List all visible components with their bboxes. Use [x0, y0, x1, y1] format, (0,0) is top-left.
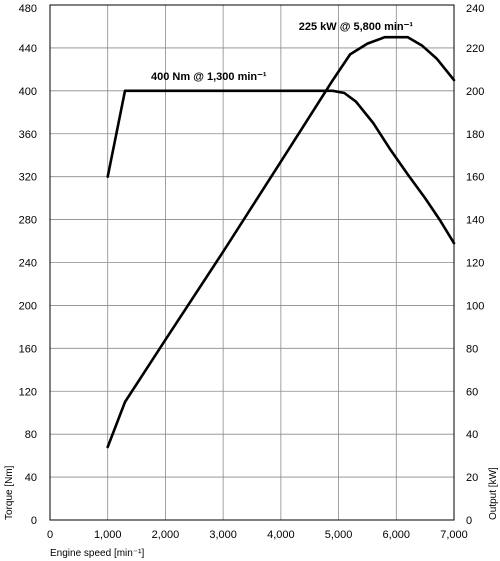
y-right-tick-label: 120 — [466, 258, 484, 270]
tick-labels: 0 1,000 2,000 3,000 4,000 5,000 6,000 7,000 0 40 8… — [19, 3, 485, 541]
y-left-tick-label: 320 — [19, 172, 37, 184]
y-right-tick-label: 60 — [466, 386, 478, 398]
y-left-axis-title: Torque [Nm] — [4, 465, 15, 520]
torque-peak-annotation: 400 Nm @ 1,300 min⁻¹ — [151, 71, 267, 83]
x-tick-label: 1,000 — [94, 529, 122, 541]
y-left-tick-label: 200 — [19, 300, 37, 312]
output-peak-annotation: 225 kW @ 5,800 min⁻¹ — [299, 21, 414, 33]
plot-frame — [49, 4, 455, 521]
y-left-tick-label: 400 — [19, 86, 37, 98]
x-tick-label: 5,000 — [325, 529, 353, 541]
x-axis-title: Engine speed [min⁻¹] — [50, 548, 144, 559]
x-tick-label: 3,000 — [209, 529, 237, 541]
annotations: 400 Nm @ 1,300 min⁻¹ 225 kW @ 5,800 min⁻¹ — [151, 21, 413, 83]
y-left-tick-label: 0 — [31, 515, 37, 527]
y-right-axis-title: Output [kW] — [488, 467, 499, 520]
grid — [50, 5, 454, 520]
y-right-tick-label: 80 — [466, 343, 478, 355]
y-right-tick-label: 200 — [466, 86, 484, 98]
y-right-tick-label: 140 — [466, 215, 484, 227]
y-left-tick-label: 40 — [25, 472, 37, 484]
x-tick-label: 7,000 — [440, 529, 468, 541]
y-right-tick-label: 0 — [466, 515, 472, 527]
torque-curve — [106, 89, 456, 245]
y-right-tick-label: 100 — [466, 300, 484, 312]
y-left-tick-label: 480 — [19, 3, 37, 15]
x-tick-label: 6,000 — [383, 529, 411, 541]
y-left-tick-label: 120 — [19, 386, 37, 398]
y-left-tick-label: 240 — [19, 258, 37, 270]
x-tick-label: 0 — [47, 529, 53, 541]
y-right-tick-label: 180 — [466, 129, 484, 141]
y-left-tick-label: 280 — [19, 215, 37, 227]
y-left-tick-label: 360 — [19, 129, 37, 141]
y-right-tick-label: 220 — [466, 43, 484, 55]
y-right-tick-label: 20 — [466, 472, 478, 484]
x-tick-label: 4,000 — [267, 529, 295, 541]
output-curve — [106, 35, 456, 449]
y-left-tick-label: 160 — [19, 343, 37, 355]
y-left-tick-label: 80 — [25, 429, 37, 441]
x-tick-label: 2,000 — [152, 529, 180, 541]
y-right-tick-label: 240 — [466, 3, 484, 15]
y-right-tick-label: 160 — [466, 172, 484, 184]
y-right-tick-label: 40 — [466, 429, 478, 441]
y-left-tick-label: 440 — [19, 43, 37, 55]
series-lines — [106, 35, 456, 449]
